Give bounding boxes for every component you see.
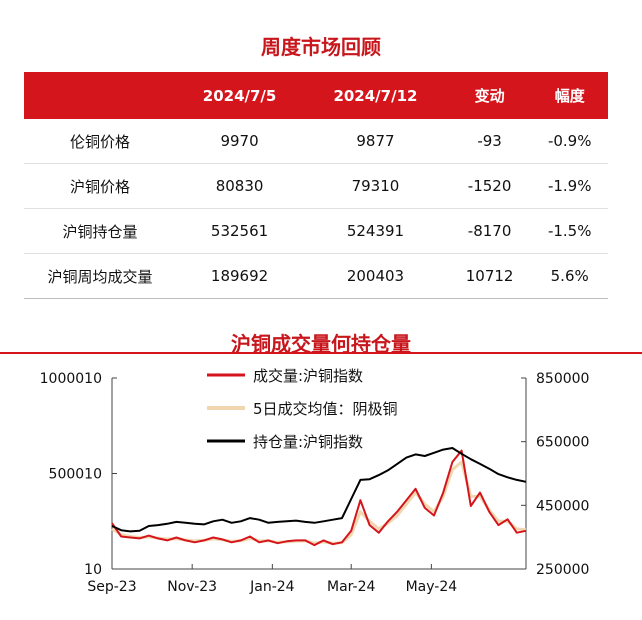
header-date1: 2024/7/5 [176, 72, 304, 119]
cell-pct: -1.9% [531, 163, 608, 209]
header-label [24, 72, 176, 119]
table-row: 沪铜周均成交量 189692 200403 10712 5.6% [24, 253, 608, 299]
cell-change: -93 [447, 119, 532, 164]
cell-pct: -1.5% [531, 208, 608, 254]
cell-v1: 189692 [176, 253, 304, 299]
y-right-tick-label: 650000 [536, 435, 589, 451]
y-right-tick-label: 250000 [536, 562, 589, 578]
cell-v2: 79310 [303, 163, 448, 209]
open-interest-series-line [111, 447, 527, 533]
cell-change: -1520 [447, 163, 532, 209]
ma5-series-line [111, 460, 527, 545]
x-tick-label: Sep-23 [87, 579, 136, 595]
cell-v2: 200403 [303, 253, 448, 299]
cell-v1: 9970 [176, 119, 304, 164]
cell-change: 10712 [447, 253, 532, 299]
review-title: 周度市场回顾 [261, 35, 381, 59]
chart-axes: 10 500010 1000010 250000 450000 650000 850000 S… [40, 371, 590, 595]
legend-volume-label: 成交量:沪铜指数 [253, 367, 363, 385]
legend-open-interest-label: 持仓量:沪铜指数 [253, 433, 363, 451]
volume-series-line [111, 449, 527, 547]
cell-pct: -0.9% [531, 119, 608, 164]
y-left-tick-label: 500010 [49, 467, 102, 483]
y-right-tick-label: 850000 [536, 371, 589, 387]
x-tick-label: Nov-23 [167, 579, 217, 595]
chart-lines [111, 447, 527, 547]
cell-v1: 80830 [176, 163, 304, 209]
cell-v2: 9877 [303, 119, 448, 164]
cell-pct: 5.6% [531, 253, 608, 299]
x-tick-label: Mar-24 [327, 579, 375, 595]
y-left-tick-label: 1000010 [40, 371, 102, 387]
cell-change: -8170 [447, 208, 532, 254]
weekly-review-table: 2024/7/5 2024/7/12 变动 幅度 伦铜价格 9970 9877 … [24, 72, 608, 299]
header-change: 变动 [447, 72, 532, 119]
volume-open-interest-chart: 10 500010 1000010 250000 450000 650000 850000 S… [40, 367, 590, 595]
row-label: 伦铜价格 [24, 119, 176, 164]
table-row: 伦铜价格 9970 9877 -93 -0.9% [24, 119, 608, 164]
table-row: 沪铜价格 80830 79310 -1520 -1.9% [24, 163, 608, 209]
table-row: 沪铜持仓量 532561 524391 -8170 -1.5% [24, 208, 608, 254]
x-tick-label: May-24 [406, 579, 458, 595]
y-left-tick-label: 10 [84, 562, 102, 578]
header-pct: 幅度 [531, 72, 608, 119]
row-label: 沪铜价格 [24, 163, 176, 209]
row-label: 沪铜持仓量 [24, 208, 176, 254]
table-header-row: 2024/7/5 2024/7/12 变动 幅度 [24, 72, 608, 119]
title-divider [0, 352, 642, 354]
row-label: 沪铜周均成交量 [24, 253, 176, 299]
header-date2: 2024/7/12 [303, 72, 448, 119]
cell-v1: 532561 [176, 208, 304, 254]
cell-v2: 524391 [303, 208, 448, 254]
legend-ma5-label: 5日成交均值：阴极铜 [253, 400, 398, 418]
y-right-tick-label: 450000 [536, 498, 589, 514]
x-tick-label: Jan-24 [249, 579, 295, 595]
